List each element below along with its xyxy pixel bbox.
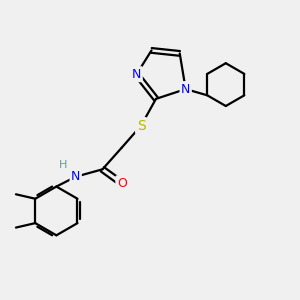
Text: H: H [59,160,68,170]
Text: N: N [71,170,80,183]
Text: N: N [132,68,141,81]
Text: N: N [181,82,190,96]
Text: S: S [137,118,146,133]
Text: O: O [117,177,127,190]
